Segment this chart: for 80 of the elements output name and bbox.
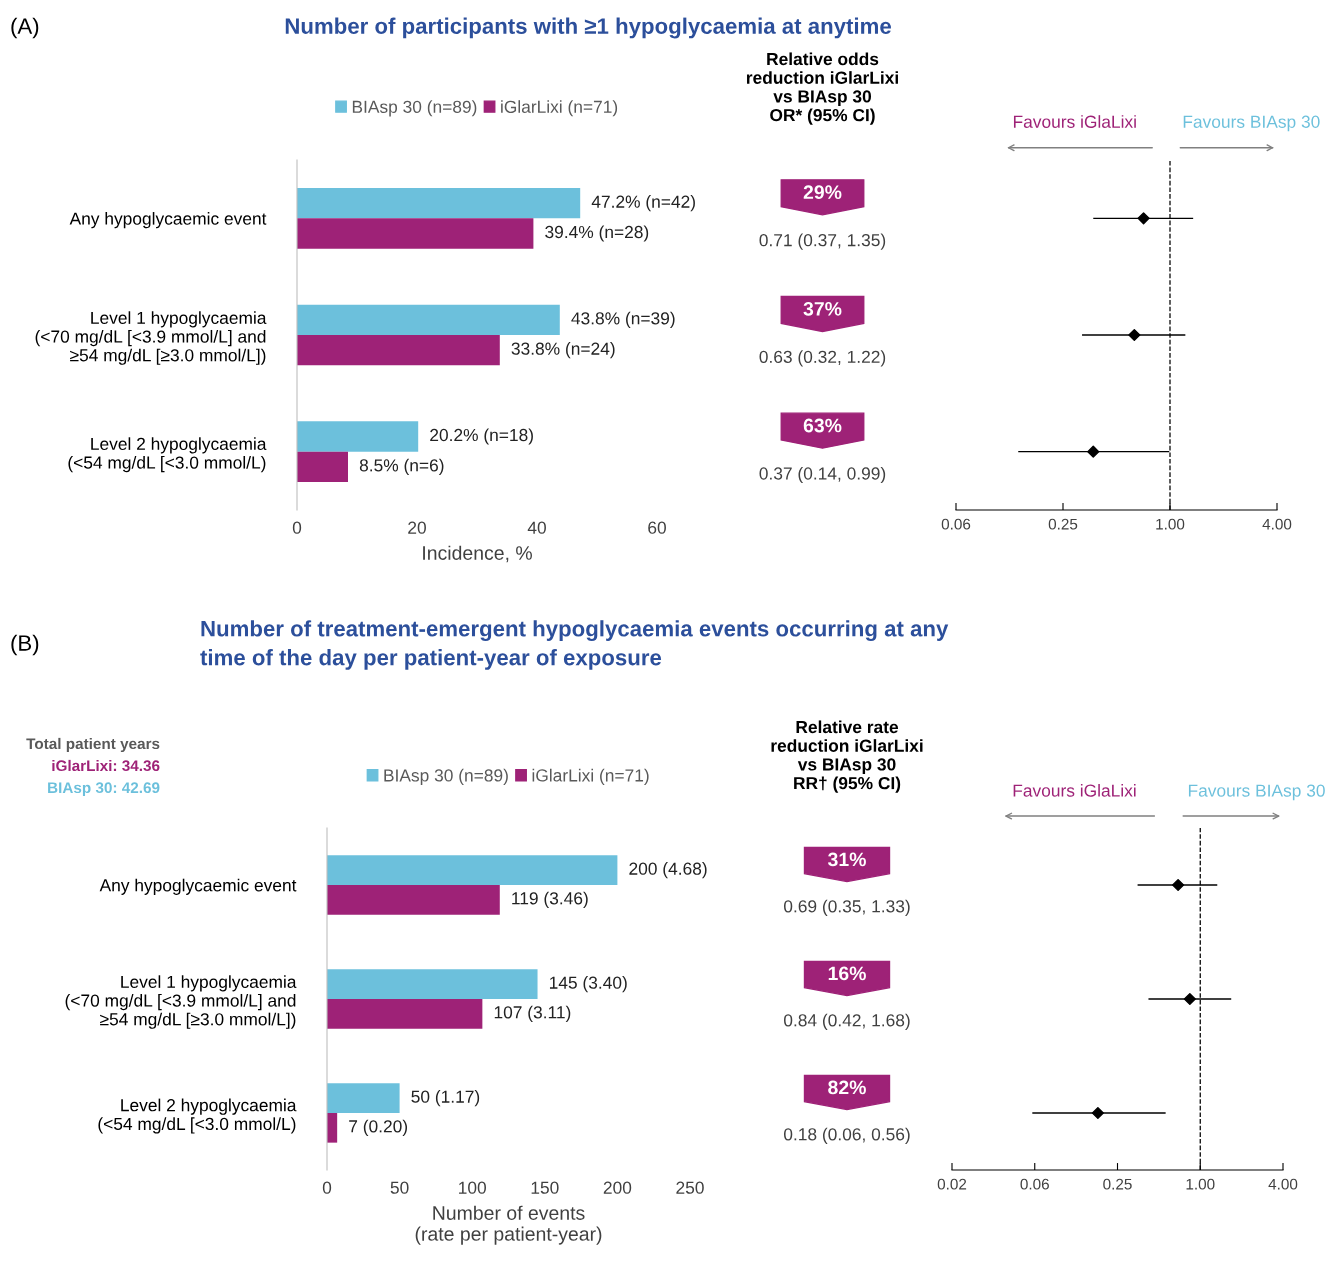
text: Total patient years <box>26 737 160 753</box>
chart-title: Number of treatment-emergent hypoglycaemia events occurring at any time of the day per patient-year of exposure <box>200 620 949 670</box>
text: 37% <box>803 301 842 316</box>
bar <box>327 1113 338 1143</box>
data-label: 33.8% (n=24) <box>511 342 615 359</box>
legend-label: BIAsp 30 (n=89) <box>384 768 508 786</box>
y-tick-label: Level 1 hypoglycaemia (<70 mg/dL [<3.9 mmol/L] and ≥54 mg/dL [≥3.0 mmol/L]) <box>35 311 267 365</box>
text: 63% <box>803 418 842 433</box>
bar <box>327 855 618 885</box>
x-tick-label: 1.00 <box>1156 518 1185 530</box>
text: Relative rate reduction iGlarLixi vs BIAsp 30 RR† (95% CI) <box>771 720 923 793</box>
data-label: 43.8% (n=39) <box>571 311 675 328</box>
x-tick-label: 0.25 <box>1103 1178 1132 1190</box>
text: Relative odds reduction iGlarLixi vs BIAsp 30 OR* (95% CI) <box>746 52 898 125</box>
text: BIAsp 30: 42.69 <box>48 782 160 797</box>
bar <box>327 999 483 1029</box>
text: Favours BIAsp 30 <box>1183 115 1320 132</box>
data-label: 200 (4.68) <box>629 862 707 879</box>
text: 0.18 (0.06, 0.56) <box>783 1127 910 1144</box>
x-tick-label: 0 <box>292 521 302 534</box>
text: 31% <box>827 852 866 867</box>
text: 0.71 (0.37, 1.35) <box>759 233 886 250</box>
data-label: 145 (3.40) <box>549 976 627 993</box>
text: 29% <box>803 185 842 200</box>
x-axis-title: Incidence, % <box>423 545 532 563</box>
y-tick-label: Level 2 hypoglycaemia (<54 mg/dL [<3.0 mmol/L) <box>68 437 267 473</box>
legend-label: iGlarLixi (n=71) <box>532 768 649 786</box>
bar <box>297 421 419 452</box>
x-tick-label: 250 <box>676 1181 704 1194</box>
y-tick-label: Any hypoglycaemic event <box>99 878 297 895</box>
x-axis-title: Number of events (rate per patient-year) <box>415 1205 602 1245</box>
x-tick-label: 4.00 <box>1268 1178 1298 1190</box>
y-tick-label: Level 1 hypoglycaemia (<70 mg/dL [<3.9 mmol/L] and ≥54 mg/dL [≥3.0 mmol/L]) <box>65 975 297 1029</box>
legend-label: BIAsp 30 (n=89) <box>352 100 477 117</box>
x-tick-label: 0.06 <box>1020 1178 1049 1190</box>
y-tick-label: Any hypoglycaemic event <box>69 212 267 229</box>
text: 16% <box>828 966 866 981</box>
bar <box>327 885 500 915</box>
x-tick-label: 4.00 <box>1262 518 1292 530</box>
x-tick-label: 50 <box>390 1181 409 1194</box>
text: Favours iGlaLixi <box>1013 784 1136 797</box>
x-tick-label: 40 <box>527 521 546 534</box>
data-label: 7 (0.20) <box>349 1119 408 1136</box>
x-tick-label: 0.25 <box>1048 518 1078 530</box>
bar <box>297 218 534 249</box>
text: Favours iGlaLixi <box>1013 115 1136 128</box>
text: 0.37 (0.14, 0.99) <box>759 466 886 484</box>
x-tick-label: 200 <box>603 1181 632 1194</box>
x-tick-label: 60 <box>648 521 666 534</box>
data-label: 47.2% (n=42) <box>591 195 695 212</box>
bar <box>327 969 538 999</box>
text: 0.84 (0.42, 1.68) <box>783 1013 910 1030</box>
text: 0.69 (0.35, 1.33) <box>783 899 910 916</box>
bar <box>297 188 581 219</box>
x-tick-label: 150 <box>531 1181 559 1194</box>
x-tick-label: 1.00 <box>1186 1178 1215 1190</box>
text: (B) <box>11 634 39 656</box>
x-tick-label: 0.02 <box>937 1178 967 1190</box>
x-tick-label: 20 <box>408 521 426 534</box>
text: 82% <box>828 1080 866 1095</box>
data-label: 8.5% (n=6) <box>359 458 444 475</box>
bar <box>297 304 560 335</box>
x-tick-label: 0 <box>322 1181 332 1194</box>
x-tick-label: 100 <box>459 1181 487 1194</box>
bar <box>297 451 348 482</box>
x-tick-label: 0.06 <box>941 518 971 530</box>
bar <box>297 335 500 366</box>
data-label: 50 (1.17) <box>411 1090 480 1107</box>
bar <box>327 1083 400 1113</box>
data-label: 119 (3.46) <box>512 891 588 908</box>
text: (A) <box>11 17 39 39</box>
text: 0.63 (0.32, 1.22) <box>759 350 886 367</box>
data-label: 20.2% (n=18) <box>430 428 533 445</box>
text: Favours BIAsp 30 <box>1188 784 1325 801</box>
y-tick-label: Level 2 hypoglycaemia (<54 mg/dL [<3.0 mmol/L) <box>98 1098 297 1134</box>
legend-label: iGlarLixi (n=71) <box>501 100 618 117</box>
chart-title: Number of participants with ≥1 hypoglycaemia at anytime <box>285 17 891 39</box>
data-label: 39.4% (n=28) <box>545 225 649 242</box>
data-label: 107 (3.11) <box>494 1005 571 1022</box>
text: iGlarLixi: 34.36 <box>52 759 160 772</box>
